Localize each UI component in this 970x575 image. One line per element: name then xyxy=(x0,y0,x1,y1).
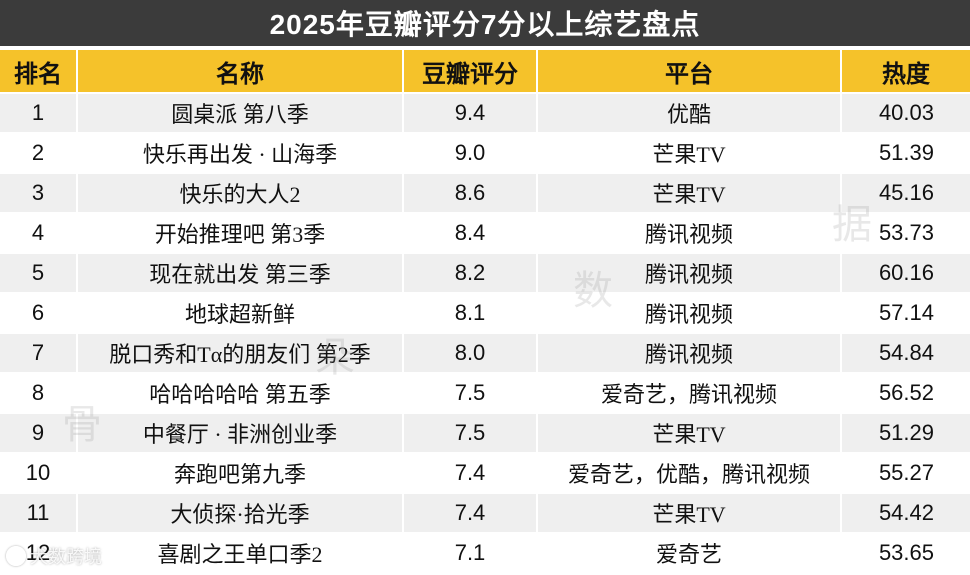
cell-platform: 腾讯视频 xyxy=(538,332,842,372)
cell-name: 快乐再出发 · 山海季 xyxy=(78,132,404,172)
cell-heat: 51.29 xyxy=(842,412,970,452)
cell-platform: 腾讯视频 xyxy=(538,212,842,252)
cell-score: 7.4 xyxy=(404,452,538,492)
cell-rank: 10 xyxy=(0,452,78,492)
cell-name: 中餐厅 · 非洲创业季 xyxy=(78,412,404,452)
cell-score: 8.4 xyxy=(404,212,538,252)
brand-logo-icon xyxy=(6,546,26,566)
cell-platform: 芒果TV xyxy=(538,132,842,172)
table-row: 6 地球超新鲜 8.1 腾讯视频 57.14 xyxy=(0,292,970,332)
cell-rank: 4 xyxy=(0,212,78,252)
cell-platform: 爱奇艺，腾讯视频 xyxy=(538,372,842,412)
table-row: 9 中餐厅 · 非洲创业季 7.5 芒果TV 51.29 xyxy=(0,412,970,452)
cell-name: 大侦探·拾光季 xyxy=(78,492,404,532)
cell-heat: 51.39 xyxy=(842,132,970,172)
cell-heat: 53.65 xyxy=(842,532,970,572)
table-row: 12 喜剧之王单口季2 7.1 爱奇艺 53.65 xyxy=(0,532,970,572)
brand-label: 犬数跨境 xyxy=(30,547,102,567)
cell-platform: 爱奇艺 xyxy=(538,532,842,572)
cell-score: 9.4 xyxy=(404,92,538,132)
page-title: 2025年豆瓣评分7分以上综艺盘点 xyxy=(0,0,970,46)
cell-rank: 9 xyxy=(0,412,78,452)
cell-rank: 3 xyxy=(0,172,78,212)
table-row: 8 哈哈哈哈哈 第五季 7.5 爱奇艺，腾讯视频 56.52 xyxy=(0,372,970,412)
table-row: 7 脱口秀和Tα的朋友们 第2季 8.0 腾讯视频 54.84 xyxy=(0,332,970,372)
cell-name: 开始推理吧 第3季 xyxy=(78,212,404,252)
cell-platform: 腾讯视频 xyxy=(538,252,842,292)
cell-name: 脱口秀和Tα的朋友们 第2季 xyxy=(78,332,404,372)
cell-score: 8.2 xyxy=(404,252,538,292)
cell-platform: 优酷 xyxy=(538,92,842,132)
header-rank: 排名 xyxy=(0,50,78,92)
table-row: 5 现在就出发 第三季 8.2 腾讯视频 60.16 xyxy=(0,252,970,292)
cell-heat: 55.27 xyxy=(842,452,970,492)
cell-name: 现在就出发 第三季 xyxy=(78,252,404,292)
table-row: 2 快乐再出发 · 山海季 9.0 芒果TV 51.39 xyxy=(0,132,970,172)
table-row: 3 快乐的大人2 8.6 芒果TV 45.16 xyxy=(0,172,970,212)
cell-platform: 芒果TV xyxy=(538,492,842,532)
cell-name: 喜剧之王单口季2 xyxy=(78,532,404,572)
cell-score: 7.5 xyxy=(404,372,538,412)
cell-score: 8.6 xyxy=(404,172,538,212)
brand-watermark: 犬数跨境 xyxy=(6,543,102,569)
cell-name: 奔跑吧第九季 xyxy=(78,452,404,492)
cell-heat: 57.14 xyxy=(842,292,970,332)
cell-name: 圆桌派 第八季 xyxy=(78,92,404,132)
cell-heat: 45.16 xyxy=(842,172,970,212)
cell-score: 7.4 xyxy=(404,492,538,532)
cell-rank: 11 xyxy=(0,492,78,532)
cell-heat: 60.16 xyxy=(842,252,970,292)
cell-score: 8.1 xyxy=(404,292,538,332)
table-row: 10 奔跑吧第九季 7.4 爱奇艺，优酷，腾讯视频 55.27 xyxy=(0,452,970,492)
cell-rank: 2 xyxy=(0,132,78,172)
cell-name: 哈哈哈哈哈 第五季 xyxy=(78,372,404,412)
cell-name: 快乐的大人2 xyxy=(78,172,404,212)
header-name: 名称 xyxy=(78,50,404,92)
cell-platform: 芒果TV xyxy=(538,412,842,452)
cell-rank: 5 xyxy=(0,252,78,292)
cell-rank: 7 xyxy=(0,332,78,372)
cell-platform: 腾讯视频 xyxy=(538,292,842,332)
cell-score: 9.0 xyxy=(404,132,538,172)
header-heat: 热度 xyxy=(842,50,970,92)
cell-rank: 8 xyxy=(0,372,78,412)
header-score: 豆瓣评分 xyxy=(404,50,538,92)
cell-platform: 爱奇艺，优酷，腾讯视频 xyxy=(538,452,842,492)
table-header-row: 排名 名称 豆瓣评分 平台 热度 xyxy=(0,50,970,92)
header-platform: 平台 xyxy=(538,50,842,92)
cell-rank: 6 xyxy=(0,292,78,332)
ranking-table: 排名 名称 豆瓣评分 平台 热度 1 圆桌派 第八季 9.4 优酷 40.03 2 快乐再出… xyxy=(0,50,970,572)
cell-platform: 芒果TV xyxy=(538,172,842,212)
cell-heat: 56.52 xyxy=(842,372,970,412)
table-row: 4 开始推理吧 第3季 8.4 腾讯视频 53.73 xyxy=(0,212,970,252)
cell-heat: 53.73 xyxy=(842,212,970,252)
cell-heat: 54.42 xyxy=(842,492,970,532)
cell-name: 地球超新鲜 xyxy=(78,292,404,332)
cell-heat: 54.84 xyxy=(842,332,970,372)
cell-score: 8.0 xyxy=(404,332,538,372)
cell-score: 7.5 xyxy=(404,412,538,452)
table-row: 11 大侦探·拾光季 7.4 芒果TV 54.42 xyxy=(0,492,970,532)
cell-rank: 1 xyxy=(0,92,78,132)
cell-score: 7.1 xyxy=(404,532,538,572)
table-row: 1 圆桌派 第八季 9.4 优酷 40.03 xyxy=(0,92,970,132)
cell-heat: 40.03 xyxy=(842,92,970,132)
